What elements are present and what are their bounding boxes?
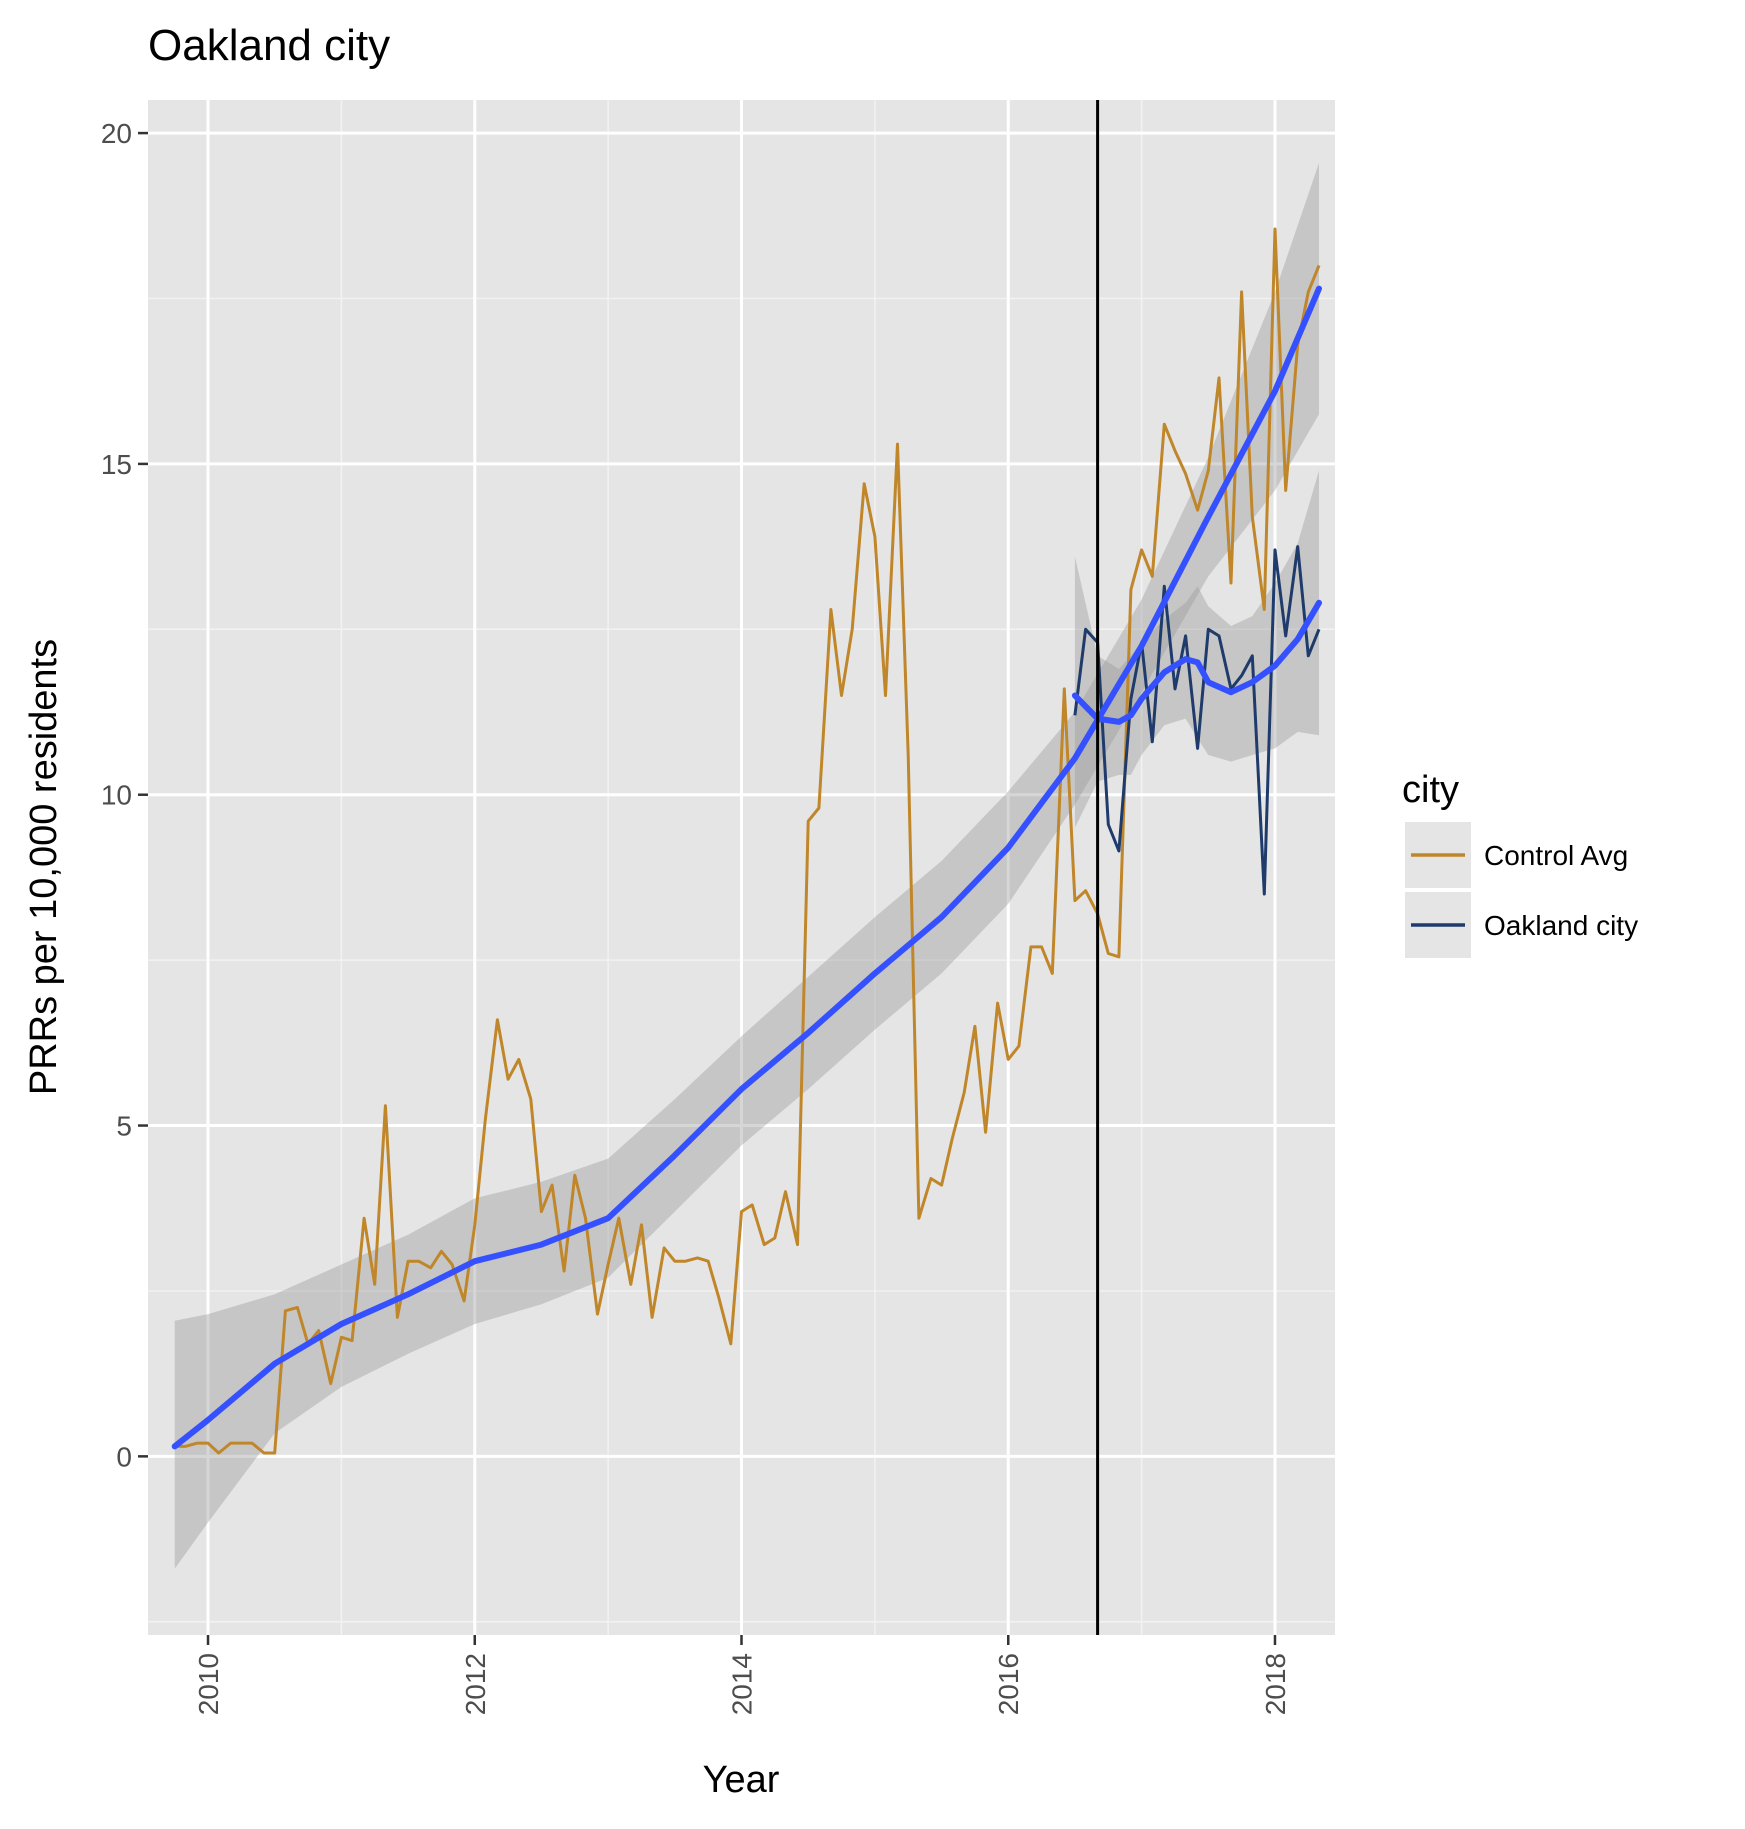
- x-tick-label: 2012: [460, 1653, 491, 1715]
- y-tick-label: 0: [116, 1441, 132, 1472]
- x-tick-label: 2018: [1260, 1653, 1291, 1715]
- data-lines: [174, 227, 1321, 1455]
- series-line-oakland-city: [1073, 545, 1321, 896]
- x-tick-label: 2014: [727, 1653, 758, 1715]
- smooth-lines: [171, 285, 1322, 1450]
- y-tick-label: 5: [116, 1111, 132, 1142]
- legend-label: Oakland city: [1484, 910, 1638, 941]
- confidence-bands: [174, 162, 1320, 1569]
- y-axis-title: PRRs per 10,000 residents: [23, 639, 65, 1095]
- legend-title: city: [1402, 769, 1459, 811]
- series-line-control-avg: [174, 227, 1321, 1455]
- legend-items: Control Avg Oakland city: [1405, 822, 1638, 958]
- y-tick-label: 10: [101, 780, 132, 811]
- x-axis: 2010 2012 2014 2016 2018: [193, 1635, 1291, 1715]
- chart-title: Oakland city: [148, 21, 390, 70]
- smooth-line-oakland-city: [1071, 599, 1322, 725]
- legend-label: Control Avg: [1484, 840, 1628, 871]
- y-axis: 0 5 10 15 20: [101, 118, 148, 1472]
- grid-major: [148, 100, 1335, 1635]
- x-axis-title: Year: [703, 1759, 780, 1801]
- smooth-line-control-avg: [171, 285, 1322, 1450]
- confidence-band-control-avg: [174, 162, 1320, 1569]
- x-tick-label: 2016: [993, 1653, 1024, 1715]
- legend: city Control Avg Oakland city: [1402, 769, 1638, 958]
- confidence-band-oakland-city: [1074, 470, 1319, 828]
- y-tick-label: 20: [101, 118, 132, 149]
- y-tick-label: 15: [101, 449, 132, 480]
- x-tick-label: 2010: [193, 1653, 224, 1715]
